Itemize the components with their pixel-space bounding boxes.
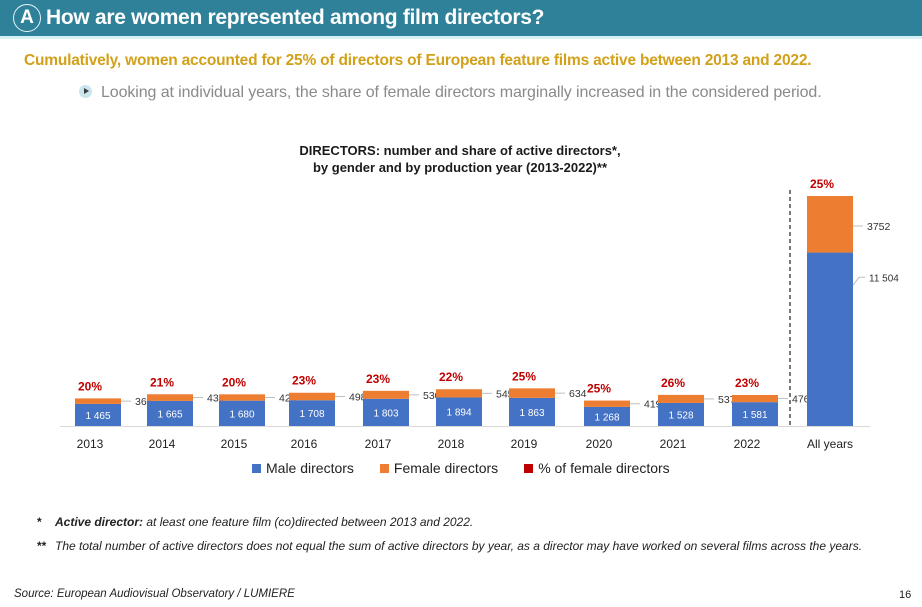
label-male-2019: 1 863 <box>519 408 544 419</box>
footnote-2-mark: ** <box>37 539 47 553</box>
source-note: Source: European Audiovisual Observatory… <box>14 588 295 600</box>
footnote-1-term: Active director: <box>55 515 144 529</box>
bar-female-2013 <box>75 398 121 404</box>
legend-swatch-share <box>524 463 534 473</box>
chart-legend: Male directors Female directors % of fem… <box>252 460 670 476</box>
bar-female-2020 <box>584 400 630 407</box>
label-female-2016: 498 <box>349 391 367 403</box>
legend-label-male: Male directors <box>266 460 354 476</box>
label-share-2015: 20% <box>222 375 246 389</box>
legend-item-male: Male directors <box>252 460 354 476</box>
footnote-1-mark: * <box>37 515 42 529</box>
label-female-2020: 419 <box>644 399 662 411</box>
label-share-2016: 23% <box>292 374 316 388</box>
x-tick-label-2018: 2018 <box>438 437 465 451</box>
label-share-2013: 20% <box>78 379 102 393</box>
x-tick-label-2015: 2015 <box>221 437 248 451</box>
label-male-2017: 1 803 <box>373 408 398 419</box>
label-male-All years: 11 504 <box>869 273 899 284</box>
legend-swatch-female <box>379 463 389 473</box>
label-female-2021: 537 <box>718 394 736 406</box>
label-share-2021: 26% <box>661 376 685 390</box>
bar-male-2019 <box>509 397 555 426</box>
section-badge: A <box>13 4 41 32</box>
legend-label-share: % of female directors <box>538 460 670 476</box>
label-share-2017: 23% <box>366 372 390 386</box>
label-male-2021: 1 528 <box>668 410 693 421</box>
bar-male-2021 <box>658 402 704 426</box>
label-female-All years: 3752 <box>867 221 891 233</box>
label-male-2016: 1 708 <box>299 409 324 420</box>
label-male-2018: 1 894 <box>446 408 471 419</box>
bullet-text: Looking at individual years, the share o… <box>101 84 822 101</box>
bar-female-2016 <box>289 392 335 401</box>
x-tick-label-2020: 2020 <box>586 437 613 451</box>
x-tick-label-2019: 2019 <box>511 437 538 451</box>
label-share-2014: 21% <box>150 375 174 389</box>
bar-male-2018 <box>436 397 482 426</box>
bar-male-2013 <box>75 403 121 426</box>
legend-item-female: Female directors <box>379 460 499 476</box>
bar-male-2022 <box>732 402 778 426</box>
x-tick-label-2013: 2013 <box>77 437 104 451</box>
page-title: How are women represented among film dir… <box>46 6 545 29</box>
bar-female-2015 <box>219 394 265 401</box>
footnote-1-text: at least one feature film (co)directed b… <box>143 515 474 529</box>
bar-female-2019 <box>509 388 555 398</box>
bar-female-2018 <box>436 389 482 398</box>
label-share-2019: 25% <box>512 369 536 383</box>
chart-title-line-1: DIRECTORS: number and share of active di… <box>299 143 621 158</box>
bar-female-2014 <box>147 394 193 401</box>
label-female-2022: 476 <box>792 394 810 406</box>
bar-female-2017 <box>363 390 409 399</box>
legend-label-female: Female directors <box>393 460 499 476</box>
section-header: A How are women represented among film d… <box>0 0 922 39</box>
x-tick-label-2014: 2014 <box>149 437 176 451</box>
label-share-2020: 25% <box>587 382 611 396</box>
label-share-2022: 23% <box>735 376 759 390</box>
play-bullet-icon <box>79 85 92 98</box>
bar-female-All years <box>807 196 853 253</box>
bar-male-2014 <box>147 400 193 426</box>
bar-male-2017 <box>363 398 409 426</box>
label-male-2022: 1 581 <box>742 410 767 421</box>
x-tick-label-2017: 2017 <box>365 437 392 451</box>
bar-male-2015 <box>219 400 265 426</box>
label-share-2018: 22% <box>439 370 463 384</box>
x-tick-label-2022: 2022 <box>734 437 761 451</box>
label-male-2015: 1 680 <box>229 409 254 420</box>
x-tick-label-2016: 2016 <box>291 437 318 451</box>
chart-title: DIRECTORS: number and share of active di… <box>240 142 680 176</box>
label-female-2019: 634 <box>569 388 587 400</box>
label-male-2014: 1 665 <box>157 409 182 420</box>
bar-female-2021 <box>658 394 704 403</box>
x-tick-label-All years: All years <box>807 437 853 451</box>
leader-male-All years <box>852 276 865 286</box>
footnote-2-text: The total number of active directors doe… <box>55 539 863 553</box>
bar-male-2020 <box>584 406 630 426</box>
chart-title-line-2: by gender and by production year (2013-2… <box>312 160 608 175</box>
label-share-All years: 25% <box>810 177 834 191</box>
page-number: 16 <box>899 589 912 601</box>
label-male-2020: 1 268 <box>594 412 619 423</box>
bar-male-All years <box>807 252 853 426</box>
x-tick-label-2021: 2021 <box>660 437 687 451</box>
legend-item-share: % of female directors <box>524 460 670 476</box>
headline: Cumulatively, women accounted for 25% of… <box>24 52 812 69</box>
bar-male-2016 <box>289 400 335 426</box>
legend-swatch-male <box>252 463 261 473</box>
bar-female-2022 <box>732 394 778 403</box>
label-male-2013: 1 465 <box>85 411 110 422</box>
